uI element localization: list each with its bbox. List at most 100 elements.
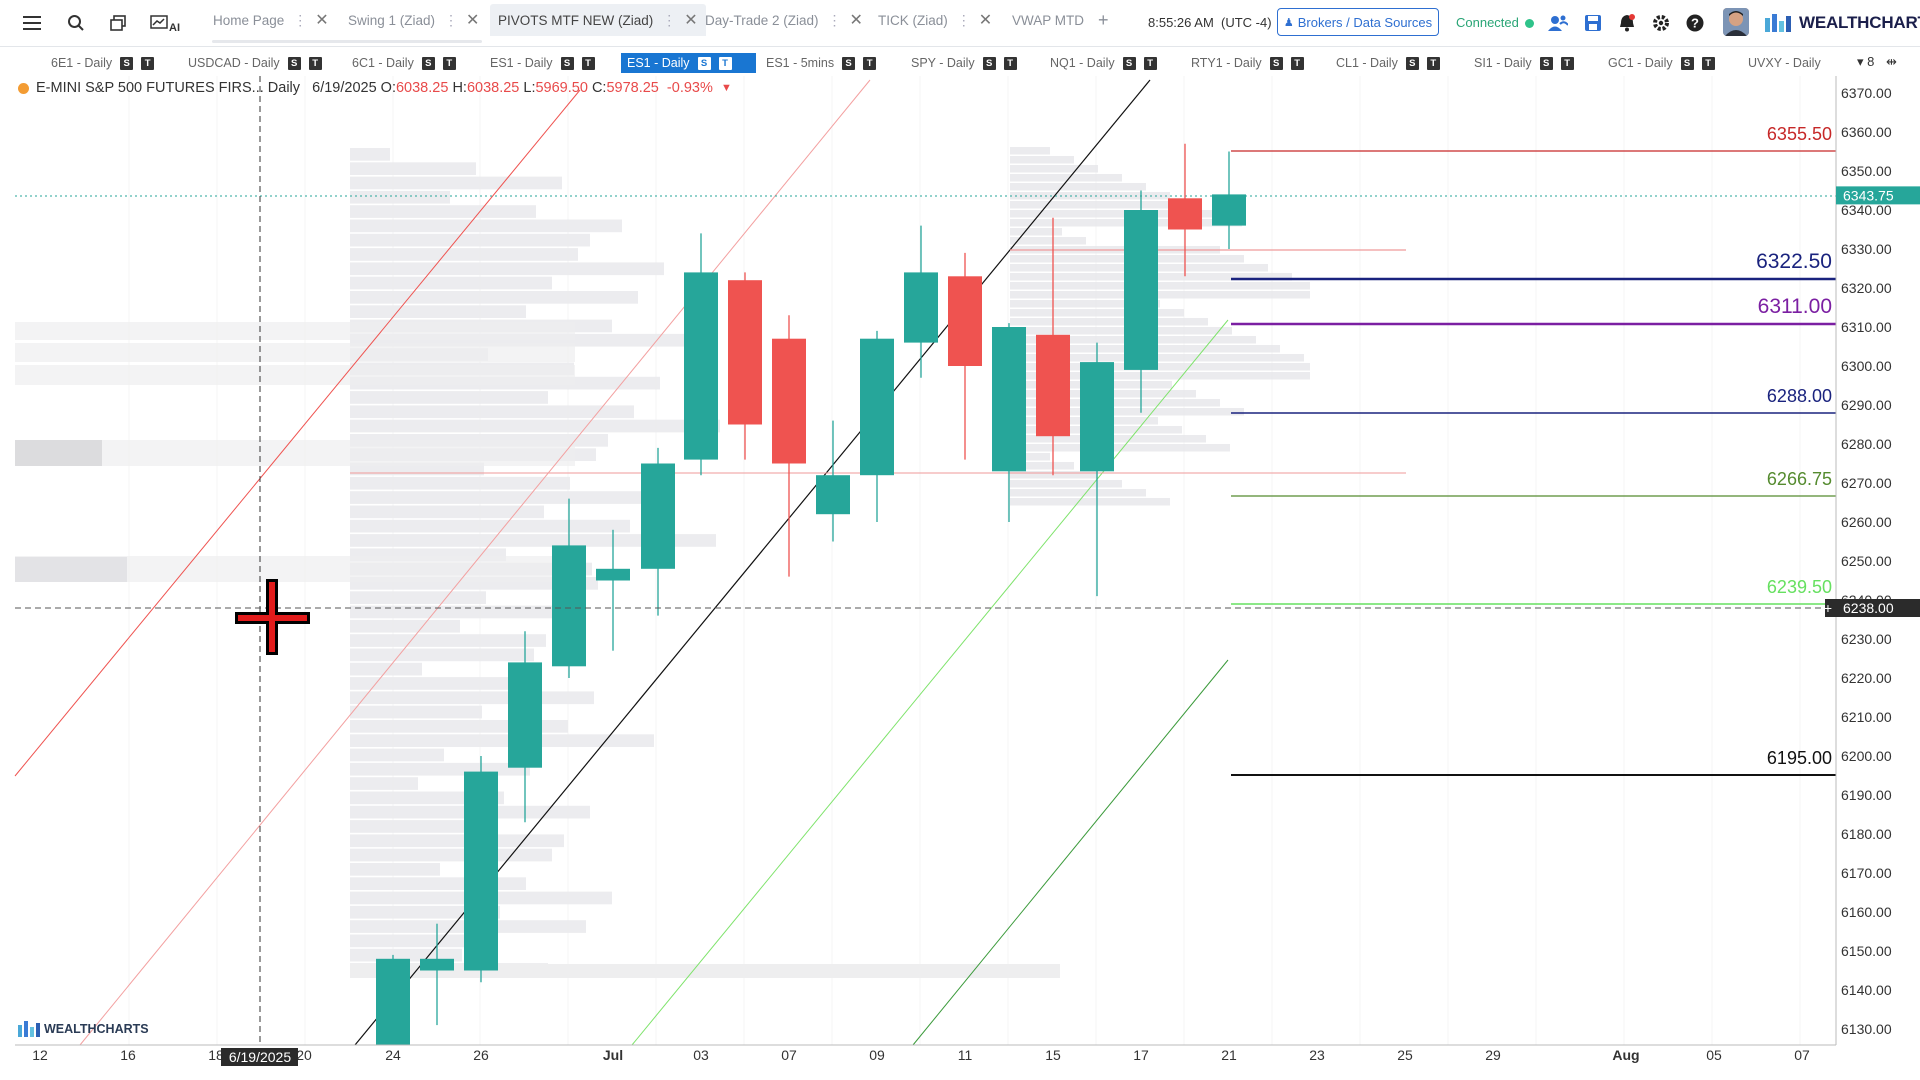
close-icon[interactable]: ✕ (315, 12, 329, 29)
symbol-tab[interactable]: CL1 - Daily S T (1336, 53, 1440, 73)
tab-menu-icon[interactable]: ⋮ (444, 11, 459, 28)
candle-body (508, 662, 542, 768)
symbol-tab[interactable]: 6E1 - Daily S T (51, 53, 155, 73)
t-button[interactable]: T (1143, 56, 1157, 70)
symbol-label: SI1 - Daily (1474, 56, 1532, 70)
symbol-tab[interactable]: 6C1 - Daily S T (352, 53, 456, 73)
brokers-label: Brokers / Data Sources (1297, 14, 1433, 30)
ai-chart-icon[interactable]: AI (148, 11, 182, 35)
close-icon[interactable]: ✕ (466, 12, 480, 29)
candle-body (1212, 194, 1246, 226)
symbol-tab[interactable]: GC1 - Daily S T (1608, 53, 1715, 73)
symbol-tab[interactable]: NQ1 - Daily S T (1050, 53, 1157, 73)
s-button[interactable]: S (287, 56, 301, 70)
close-icon[interactable]: ✕ (684, 12, 698, 29)
symbol-label: USDCAD - Daily (188, 56, 280, 70)
volume-profile-band (15, 440, 575, 466)
candle-body (1168, 198, 1202, 230)
s-button[interactable]: S (421, 56, 435, 70)
s-button[interactable]: S (697, 56, 711, 70)
t-button[interactable]: T (442, 56, 456, 70)
avatar[interactable] (1723, 8, 1749, 36)
symbol-tab[interactable]: ES1 - 5mins S T (766, 53, 877, 73)
symbol-tab[interactable]: ES1 - Daily S T (490, 53, 595, 73)
layers-icon[interactable] (105, 11, 131, 35)
notification-bell-icon[interactable] (1616, 12, 1638, 34)
s-button[interactable]: S (560, 56, 574, 70)
symbol-tab-active[interactable]: ES1 - Daily S T (621, 53, 756, 73)
close-icon[interactable]: ✕ (978, 12, 993, 29)
brokers-data-sources-button[interactable]: ♟ Brokers / Data Sources (1277, 8, 1439, 36)
t-button[interactable]: T (1701, 56, 1715, 70)
symbol-tab[interactable]: SPY - Daily S T (911, 53, 1017, 73)
s-button[interactable]: S (1405, 56, 1419, 70)
symbol-tab[interactable]: RTY1 - Daily S T (1191, 53, 1304, 73)
high-label: H: (452, 80, 467, 96)
low-value: 5969.50 (535, 80, 588, 96)
volume-profile-bar (350, 176, 562, 190)
s-button[interactable]: S (1122, 56, 1136, 70)
t-button[interactable]: T (308, 56, 322, 70)
volume-profile-bar (1010, 453, 1050, 461)
volume-profile-bar (350, 677, 508, 690)
tab-vwap-mtd[interactable]: VWAP MTD (1004, 4, 1092, 36)
t-button[interactable]: T (1290, 56, 1304, 70)
s-button[interactable]: S (1269, 56, 1283, 70)
t-button[interactable]: T (141, 56, 155, 70)
community-icon[interactable] (1547, 12, 1569, 34)
price-tick-label: 6260.00 (1841, 514, 1892, 530)
volume-profile-bar (15, 440, 102, 466)
time-tick-label: 26 (473, 1047, 489, 1063)
s-button[interactable]: S (120, 56, 134, 70)
add-tab-button[interactable]: + (1090, 4, 1117, 36)
symbol-overflow-button[interactable]: ▾ 8 ⇹ (1857, 54, 1897, 70)
tab-menu-icon[interactable]: ⋮ (956, 11, 971, 28)
expand-icon[interactable]: ⇹ (1886, 54, 1897, 69)
t-button[interactable]: T (1003, 56, 1017, 70)
t-button[interactable]: T (1426, 56, 1440, 70)
price-tick-label: 6370.00 (1841, 85, 1892, 101)
tab-day-trade-2[interactable]: Day-Trade 2 (Ziad) ⋮ ✕ (697, 4, 871, 36)
candle-body (728, 280, 762, 425)
time-tick-label: 20 (296, 1047, 312, 1063)
price-chart[interactable]: 6355.50 6322.50 6311.00 6288.00 6266.75 6239.… (0, 76, 1920, 1066)
tab-tick[interactable]: TICK (Ziad) ⋮ ✕ (870, 4, 1000, 36)
close-icon[interactable]: ✕ (849, 12, 863, 29)
tab-menu-icon[interactable]: ⋮ (827, 11, 842, 28)
volume-profile-bar (1010, 372, 1310, 380)
save-icon[interactable] (1582, 12, 1604, 34)
menu-icon[interactable] (19, 11, 45, 35)
interval: Daily (267, 80, 301, 96)
symbol-status-icon (18, 82, 29, 94)
s-button[interactable]: S (842, 56, 856, 70)
t-button[interactable]: T (718, 56, 732, 70)
pivot-level-label: 6355.50 (1767, 124, 1832, 144)
open-value: 6038.25 (395, 80, 449, 96)
s-button[interactable]: S (1539, 56, 1553, 70)
volume-profile-bar (1010, 399, 1220, 407)
t-button[interactable]: T (863, 56, 877, 70)
symbol-tab[interactable]: UVXY - Daily (1748, 53, 1821, 73)
price-tick-label: 6200.00 (1841, 748, 1892, 764)
symbol-label: GC1 - Daily (1608, 56, 1673, 70)
tab-home-page[interactable]: Home Page ⋮ ✕ (205, 4, 337, 36)
price-tick-label: 6280.00 (1841, 436, 1892, 452)
settings-gear-icon[interactable] (1650, 12, 1672, 34)
time-tick-label: 21 (1221, 1047, 1237, 1063)
help-icon[interactable]: ? (1684, 12, 1706, 34)
tab-menu-icon[interactable]: ⋮ (662, 11, 677, 28)
volume-profile-bar (1010, 498, 1170, 506)
symbol-tab[interactable]: SI1 - Daily S T (1474, 53, 1574, 73)
t-button[interactable]: T (581, 56, 595, 70)
tab-pivots-mtf-new[interactable]: PIVOTS MTF NEW (Ziad) ⋮ ✕ (490, 4, 706, 36)
t-button[interactable]: T (1560, 56, 1574, 70)
chart-area[interactable]: 6355.50 6322.50 6311.00 6288.00 6266.75 6239.… (0, 76, 1920, 1066)
s-button[interactable]: S (1680, 56, 1694, 70)
symbol-tab[interactable]: USDCAD - Daily S T (188, 53, 322, 73)
clock: 8:55:26 AM (UTC -4) (1148, 15, 1272, 30)
tab-swing-1[interactable]: Swing 1 (Ziad) ⋮ ✕ (340, 4, 487, 36)
tab-menu-icon[interactable]: ⋮ (293, 11, 308, 28)
search-icon[interactable] (63, 11, 89, 35)
s-button[interactable]: S (982, 56, 996, 70)
volume-profile-bar (350, 834, 564, 848)
